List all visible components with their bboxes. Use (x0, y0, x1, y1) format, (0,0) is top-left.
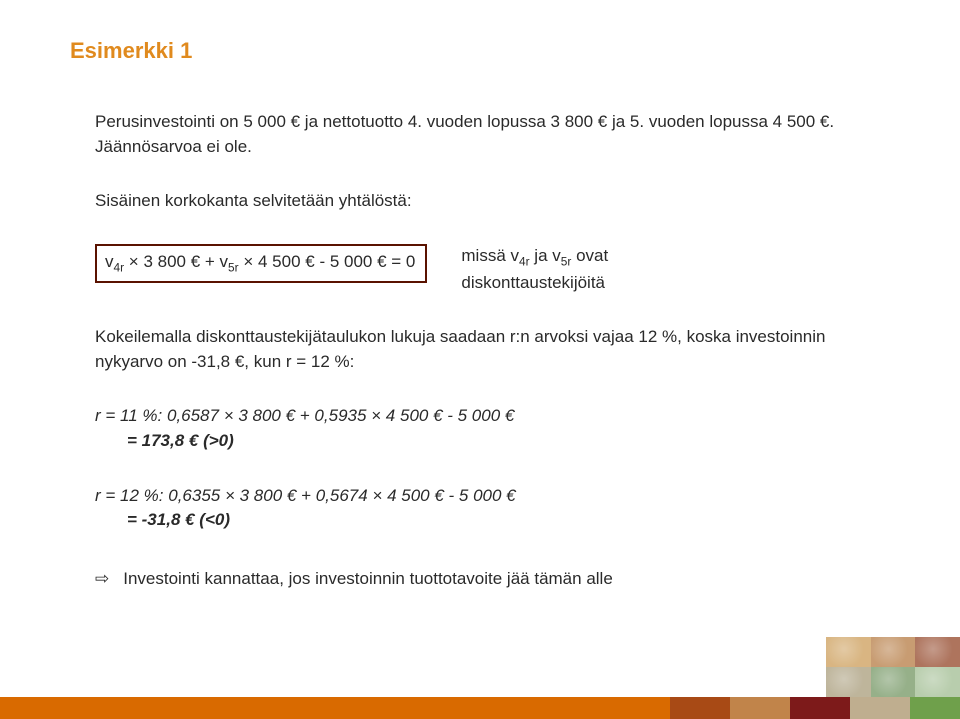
accent-tile (871, 667, 916, 697)
footer-segment (790, 697, 850, 719)
r12-result: = -31,8 € (<0) (127, 510, 230, 529)
equation-rhs: missä v4r ja v5r ovat diskonttaustekijöi… (461, 244, 608, 295)
footer-segment (0, 697, 670, 719)
corner-accent (826, 637, 960, 697)
r11-expr: 0,6587 × 3 800 € + 0,5935 × 4 500 € - 5 … (162, 406, 514, 425)
r12-label: r = 12 %: (95, 486, 164, 505)
footer-segment (670, 697, 730, 719)
footer-bar (0, 697, 960, 719)
rhs-s0: 4r (519, 254, 530, 268)
conclusion-row: ⇨ Investointi kannattaa, jos investoinni… (95, 567, 895, 592)
equation-lhs-box: v4r × 3 800 € + v5r × 4 500 € - 5 000 € … (95, 244, 427, 283)
intro-paragraph: Perusinvestointi on 5 000 € ja nettotuot… (95, 110, 895, 159)
r12-line1: r = 12 %: 0,6355 × 3 800 € + 0,5674 × 4 … (95, 484, 895, 509)
rhs-t4: ovat (571, 246, 608, 265)
r12-block: r = 12 %: 0,6355 × 3 800 € + 0,5674 × 4 … (95, 484, 895, 533)
conclusion-text: Investointi kannattaa, jos investoinnin … (123, 567, 613, 592)
slide: Esimerkki 1 Perusinvestointi on 5 000 € … (0, 0, 960, 719)
arrow-icon: ⇨ (95, 567, 109, 592)
eq-t2: × 3 800 € + v (124, 252, 228, 271)
equation-row: v4r × 3 800 € + v5r × 4 500 € - 5 000 € … (95, 244, 895, 295)
eq-sub0: 4r (114, 260, 125, 274)
eq-t4: × 4 500 € - 5 000 € = 0 (239, 252, 416, 271)
accent-tile (826, 667, 871, 697)
accent-tile (871, 637, 916, 667)
rhs-s1: 5r (561, 254, 572, 268)
r11-result: = 173,8 € (>0) (127, 431, 234, 450)
eq-t0: v (105, 252, 114, 271)
accent-tile (915, 637, 960, 667)
rhs-t0: missä v (461, 246, 519, 265)
accent-tile (915, 667, 960, 697)
rhs-t2: ja v (530, 246, 561, 265)
rhs-line2: diskonttaustekijöitä (461, 273, 605, 292)
footer-segment (730, 697, 790, 719)
r12-expr: 0,6355 × 3 800 € + 0,5674 × 4 500 € - 5 … (164, 486, 516, 505)
slide-title: Esimerkki 1 (70, 38, 192, 64)
setup-paragraph: Sisäinen korkokanta selvitetään yhtälöst… (95, 189, 895, 214)
footer-segment (910, 697, 960, 719)
r11-line1: r = 11 %: 0,6587 × 3 800 € + 0,5935 × 4 … (95, 404, 895, 429)
r11-block: r = 11 %: 0,6587 × 3 800 € + 0,5935 × 4 … (95, 404, 895, 453)
footer-segment (850, 697, 910, 719)
accent-tile (826, 637, 871, 667)
r12-line2: = -31,8 € (<0) (127, 508, 895, 533)
r11-line2: = 173,8 € (>0) (127, 429, 895, 454)
eq-sub1: 5r (228, 260, 239, 274)
r11-label: r = 11 %: (95, 406, 162, 425)
slide-body: Perusinvestointi on 5 000 € ja nettotuot… (95, 110, 895, 592)
trial-paragraph: Kokeilemalla diskonttaustekijätaulukon l… (95, 325, 895, 374)
